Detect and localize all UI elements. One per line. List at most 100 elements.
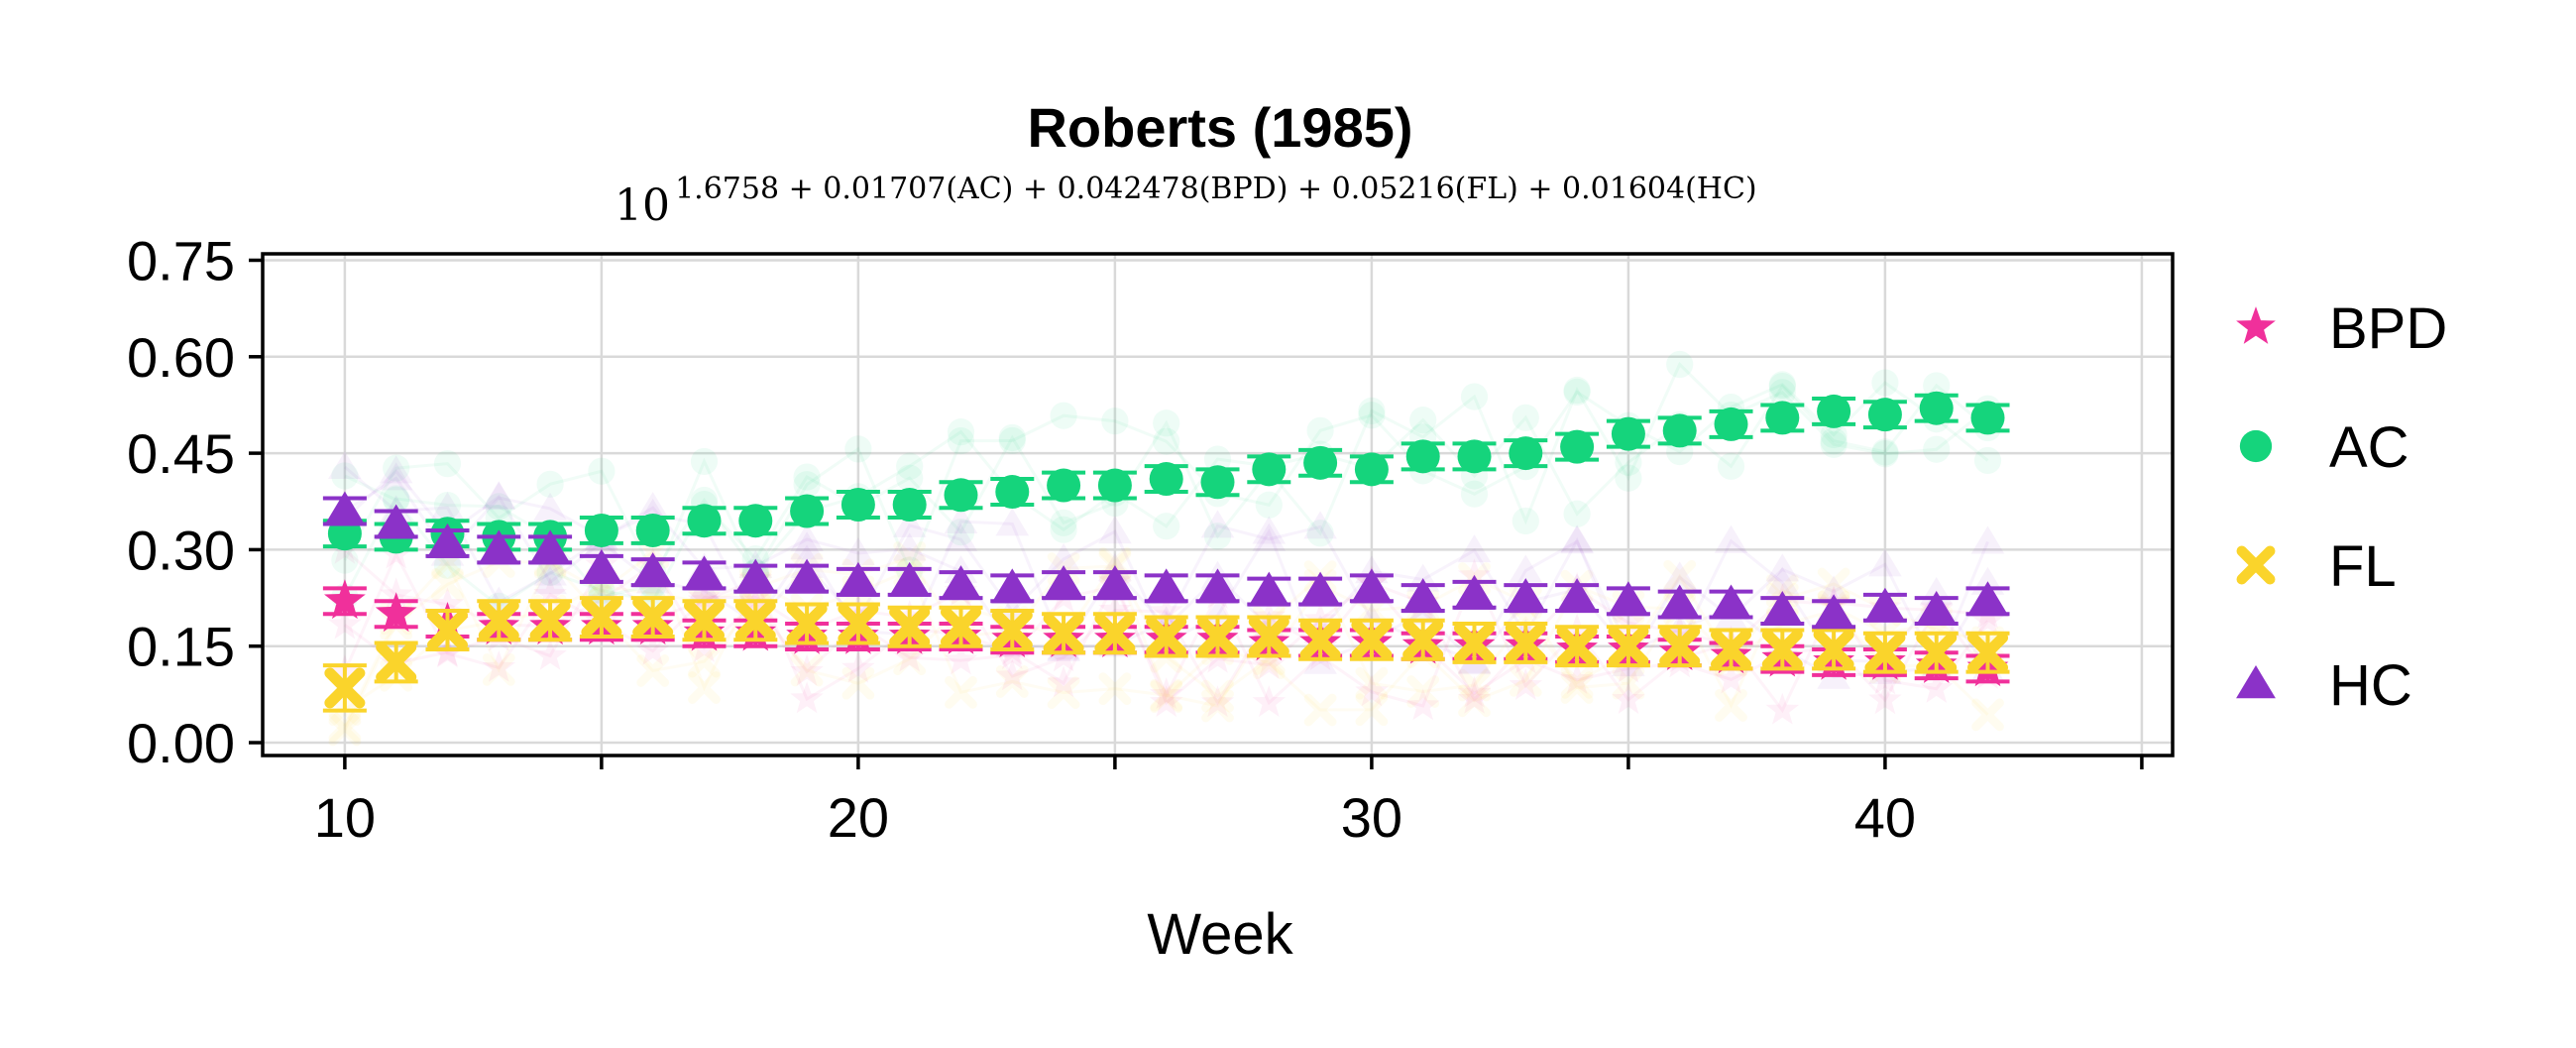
data-point-hc bbox=[1813, 594, 1855, 630]
background-trace-ac bbox=[344, 361, 1989, 609]
data-point-ac bbox=[738, 504, 773, 538]
background-sample-hc bbox=[379, 455, 413, 484]
background-sample-ac bbox=[947, 418, 975, 446]
background-sample-bpd bbox=[1612, 605, 1645, 638]
background-sample-ac bbox=[383, 485, 410, 513]
background-sample-ac bbox=[383, 486, 410, 514]
background-sample-ac bbox=[1512, 507, 1539, 535]
background-sample-fl bbox=[995, 665, 1029, 698]
data-point-hc bbox=[1093, 565, 1136, 601]
data-point-hc bbox=[734, 558, 777, 594]
data-point-hc bbox=[426, 523, 469, 558]
y-tick-label: 0.00 bbox=[127, 712, 235, 774]
data-point-ac bbox=[1817, 394, 1851, 428]
background-sample-fl bbox=[636, 654, 670, 687]
data-point-bpd bbox=[375, 592, 417, 633]
background-sample-bpd bbox=[687, 580, 722, 612]
background-sample-ac bbox=[433, 491, 462, 520]
background-sample-fl bbox=[1406, 675, 1440, 708]
background-sample-ac bbox=[1050, 402, 1077, 429]
data-point-ac bbox=[944, 478, 978, 513]
data-point-hc bbox=[1863, 587, 1906, 623]
data-point-ac bbox=[584, 513, 618, 547]
series-hc bbox=[322, 491, 2010, 630]
background-sample-bpd bbox=[841, 650, 875, 683]
background-sample-ac bbox=[536, 470, 564, 498]
background-sample-bpd bbox=[1868, 662, 1902, 695]
data-point-ac bbox=[687, 504, 722, 538]
x-axis-label: Week bbox=[1147, 902, 1293, 967]
background-sample-fl bbox=[1355, 693, 1389, 727]
plot-frame bbox=[261, 252, 2175, 757]
background-sample-bpd bbox=[790, 653, 824, 686]
data-point-ac bbox=[1047, 468, 1081, 503]
background-sample-ac bbox=[588, 457, 616, 485]
x-tick-label: 20 bbox=[828, 786, 889, 849]
data-point-ac bbox=[1457, 439, 1492, 474]
gridlines bbox=[263, 254, 2173, 756]
background-sample-bpd bbox=[1098, 593, 1132, 625]
background-sample-bpd bbox=[995, 658, 1029, 691]
chart-title: Roberts (1985) bbox=[1027, 96, 1412, 159]
background-sample-bpd bbox=[1612, 682, 1645, 714]
background-sample-ac bbox=[1615, 464, 1642, 492]
background-sample-fl bbox=[1201, 679, 1234, 713]
background-sample-hc bbox=[482, 481, 516, 510]
data-point-fl bbox=[632, 597, 674, 639]
background-sample-ac bbox=[998, 423, 1026, 452]
background-sample-ac bbox=[1563, 378, 1591, 406]
background-sample-ac bbox=[1563, 376, 1591, 405]
background-sample-ac bbox=[1358, 397, 1386, 424]
background-sample-ac bbox=[485, 493, 512, 521]
background-sample-bpd bbox=[790, 681, 824, 714]
background-sample-fl bbox=[688, 671, 721, 704]
background-sample-fl bbox=[1098, 672, 1132, 706]
background-sample-fl bbox=[328, 713, 362, 747]
data-point-fl bbox=[1454, 622, 1496, 663]
data-point-fl bbox=[324, 667, 366, 709]
data-point-fl bbox=[1351, 619, 1393, 660]
background-sample-ac bbox=[1512, 404, 1539, 431]
background-sample-fl bbox=[1201, 689, 1234, 723]
data-point-fl bbox=[1659, 626, 1701, 667]
background-sample-ac bbox=[844, 435, 872, 463]
background-sample-bpd bbox=[1765, 692, 1800, 725]
data-point-fl bbox=[786, 603, 828, 644]
background-sample-hc bbox=[1252, 523, 1287, 551]
background-sample-hc bbox=[790, 524, 824, 552]
formula-base: 10 bbox=[615, 180, 670, 231]
background-trace-bpd bbox=[343, 548, 1988, 714]
data-point-fl bbox=[1556, 626, 1598, 667]
background-sample-hc bbox=[1098, 516, 1132, 544]
background-sample-fl bbox=[1150, 678, 1183, 712]
data-point-fl bbox=[1043, 613, 1084, 654]
data-point-hc bbox=[940, 565, 982, 601]
data-point-hc bbox=[1196, 568, 1239, 604]
background-sample-bpd bbox=[738, 579, 772, 612]
data-point-bpd bbox=[324, 579, 366, 620]
data-point-hc bbox=[683, 555, 726, 591]
background-sample-bpd bbox=[1200, 685, 1235, 718]
background-sample-hc bbox=[328, 450, 362, 479]
data-point-ac bbox=[1405, 439, 1440, 474]
axes: 10 20 30 40 0.00 0.15 0.30 0.45 0.60 0.75 bbox=[127, 229, 2175, 849]
data-point-hc bbox=[631, 552, 674, 588]
background-trace-ac bbox=[343, 381, 1989, 599]
series-fl bbox=[322, 596, 2010, 713]
background-sample-fl bbox=[1047, 676, 1080, 710]
background-sample-ac bbox=[1717, 452, 1745, 480]
background-sample-ac bbox=[1255, 491, 1283, 519]
background-sample-ac bbox=[1973, 446, 2002, 475]
background-sample-ac bbox=[1460, 383, 1489, 410]
data-point-fl bbox=[1967, 632, 2009, 673]
background-sample-bpd bbox=[1457, 675, 1492, 708]
data-point-fl bbox=[529, 600, 571, 641]
data-point-hc bbox=[375, 504, 417, 539]
data-point-fl bbox=[1864, 632, 1906, 673]
data-point-fl bbox=[1402, 619, 1444, 660]
background-sample-fl bbox=[945, 675, 977, 709]
x-tick-label: 10 bbox=[314, 786, 376, 849]
background-sample-hc bbox=[892, 509, 927, 537]
